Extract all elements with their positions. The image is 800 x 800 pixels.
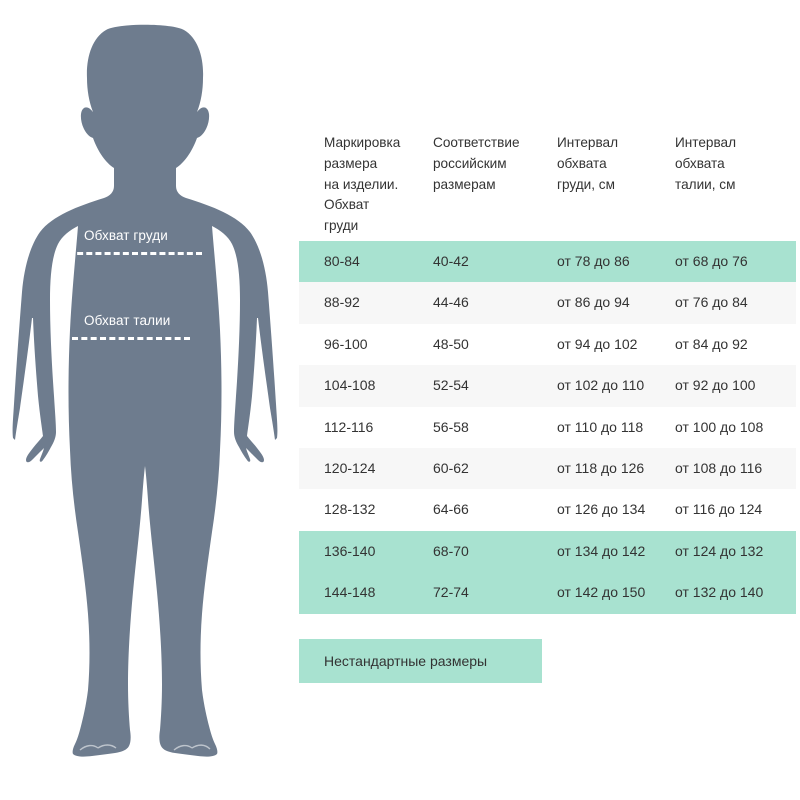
cell-waist-range: от 76 до 84	[675, 294, 748, 311]
cell-russian-size: 56-58	[433, 418, 469, 435]
cell-marking: 136-140	[324, 542, 376, 559]
column-header-waist: Интервал обхвата талии, см	[675, 135, 737, 192]
cell-chest-range: от 118 до 126	[557, 459, 645, 476]
cell-chest-range: от 94 до 102	[557, 335, 638, 352]
column-header-chest: Интервал обхвата груди, см	[557, 135, 619, 192]
table-row[interactable]: 96-100 48-50 от 94 до 102 от 84 до 92	[299, 323, 796, 366]
cell-russian-size: 64-66	[433, 501, 469, 518]
cell-marking: 104-108	[324, 377, 376, 394]
table-row[interactable]: 120-124 60-62 от 118 до 126 от 108 до 116	[299, 447, 796, 490]
cell-waist-range: от 100 до 108	[675, 418, 764, 435]
cell-russian-size: 68-70	[433, 542, 469, 559]
table-body: 80-84 40-42 от 78 до 86 от 68 до 76 88-92 44-…	[299, 241, 796, 614]
column-header-marking: Маркировка размера на изделии. Обхват гр…	[324, 135, 401, 234]
cell-marking: 80-84	[324, 253, 360, 269]
table-row[interactable]: 80-84 40-42 от 78 до 86 от 68 до 76	[299, 241, 796, 283]
cell-marking: 96-100	[324, 335, 368, 352]
cell-russian-size: 48-50	[433, 335, 469, 352]
cell-russian-size: 40-42	[433, 253, 469, 269]
cell-waist-range: от 84 до 92	[675, 335, 748, 352]
cell-marking: 128-132	[324, 501, 376, 518]
cell-chest-range: от 110 до 118	[557, 418, 644, 435]
column-header-russian: Соответствие российским размерам	[433, 135, 520, 192]
cell-waist-range: от 92 до 100	[675, 377, 756, 394]
cell-waist-range: от 124 до 132	[675, 542, 764, 559]
chest-measure-dashed-line	[68, 252, 202, 255]
cell-marking: 112-116	[324, 418, 374, 435]
cell-chest-range: от 102 до 110	[557, 377, 645, 394]
cell-marking: 88-92	[324, 294, 360, 311]
table-header-row: Маркировка размера на изделии. Обхват гр…	[299, 110, 796, 241]
nonstandard-sizes-button[interactable]: Нестандартные размеры	[299, 639, 542, 683]
size-table: Маркировка размера на изделии. Обхват гр…	[299, 110, 796, 614]
cell-russian-size: 60-62	[433, 459, 469, 476]
cell-russian-size: 72-74	[433, 584, 469, 601]
cell-marking: 120-124	[324, 459, 376, 476]
cell-waist-range: от 108 до 116	[675, 459, 763, 476]
cell-chest-range: от 142 до 150	[557, 584, 646, 601]
table-row[interactable]: 88-92 44-46 от 86 до 94 от 76 до 84	[299, 282, 796, 324]
cell-chest-range: от 78 до 86	[557, 253, 630, 269]
cell-waist-range: от 132 до 140	[675, 584, 764, 601]
table-row[interactable]: 144-148 72-74 от 142 до 150 от 132 до 140	[299, 572, 796, 614]
cell-marking: 144-148	[324, 584, 376, 601]
chest-measure-label: Обхват груди	[84, 228, 168, 243]
cell-russian-size: 44-46	[433, 294, 469, 311]
table-row[interactable]: 128-132 64-66 от 126 до 134 от 116 до 124	[299, 489, 796, 531]
cell-waist-range: от 116 до 124	[675, 501, 763, 518]
waist-measure-dashed-line	[72, 337, 190, 340]
male-body-silhouette-icon	[12, 24, 278, 757]
cell-russian-size: 52-54	[433, 377, 469, 394]
cell-chest-range: от 126 до 134	[557, 501, 646, 518]
table-row[interactable]: 112-116 56-58 от 110 до 118 от 100 до 108	[299, 406, 796, 448]
body-figure-panel: Обхват груди Обхват талии	[0, 0, 290, 800]
cell-waist-range: от 68 до 76	[675, 253, 748, 269]
table-row[interactable]: 104-108 52-54 от 102 до 110 от 92 до 100	[299, 365, 796, 407]
cell-chest-range: от 134 до 142	[557, 542, 646, 559]
nonstandard-sizes-label: Нестандартные размеры	[324, 653, 488, 669]
table-row[interactable]: 136-140 68-70 от 134 до 142 от 124 до 132	[299, 530, 796, 573]
waist-measure-label: Обхват талии	[84, 313, 171, 328]
cell-chest-range: от 86 до 94	[557, 294, 630, 311]
